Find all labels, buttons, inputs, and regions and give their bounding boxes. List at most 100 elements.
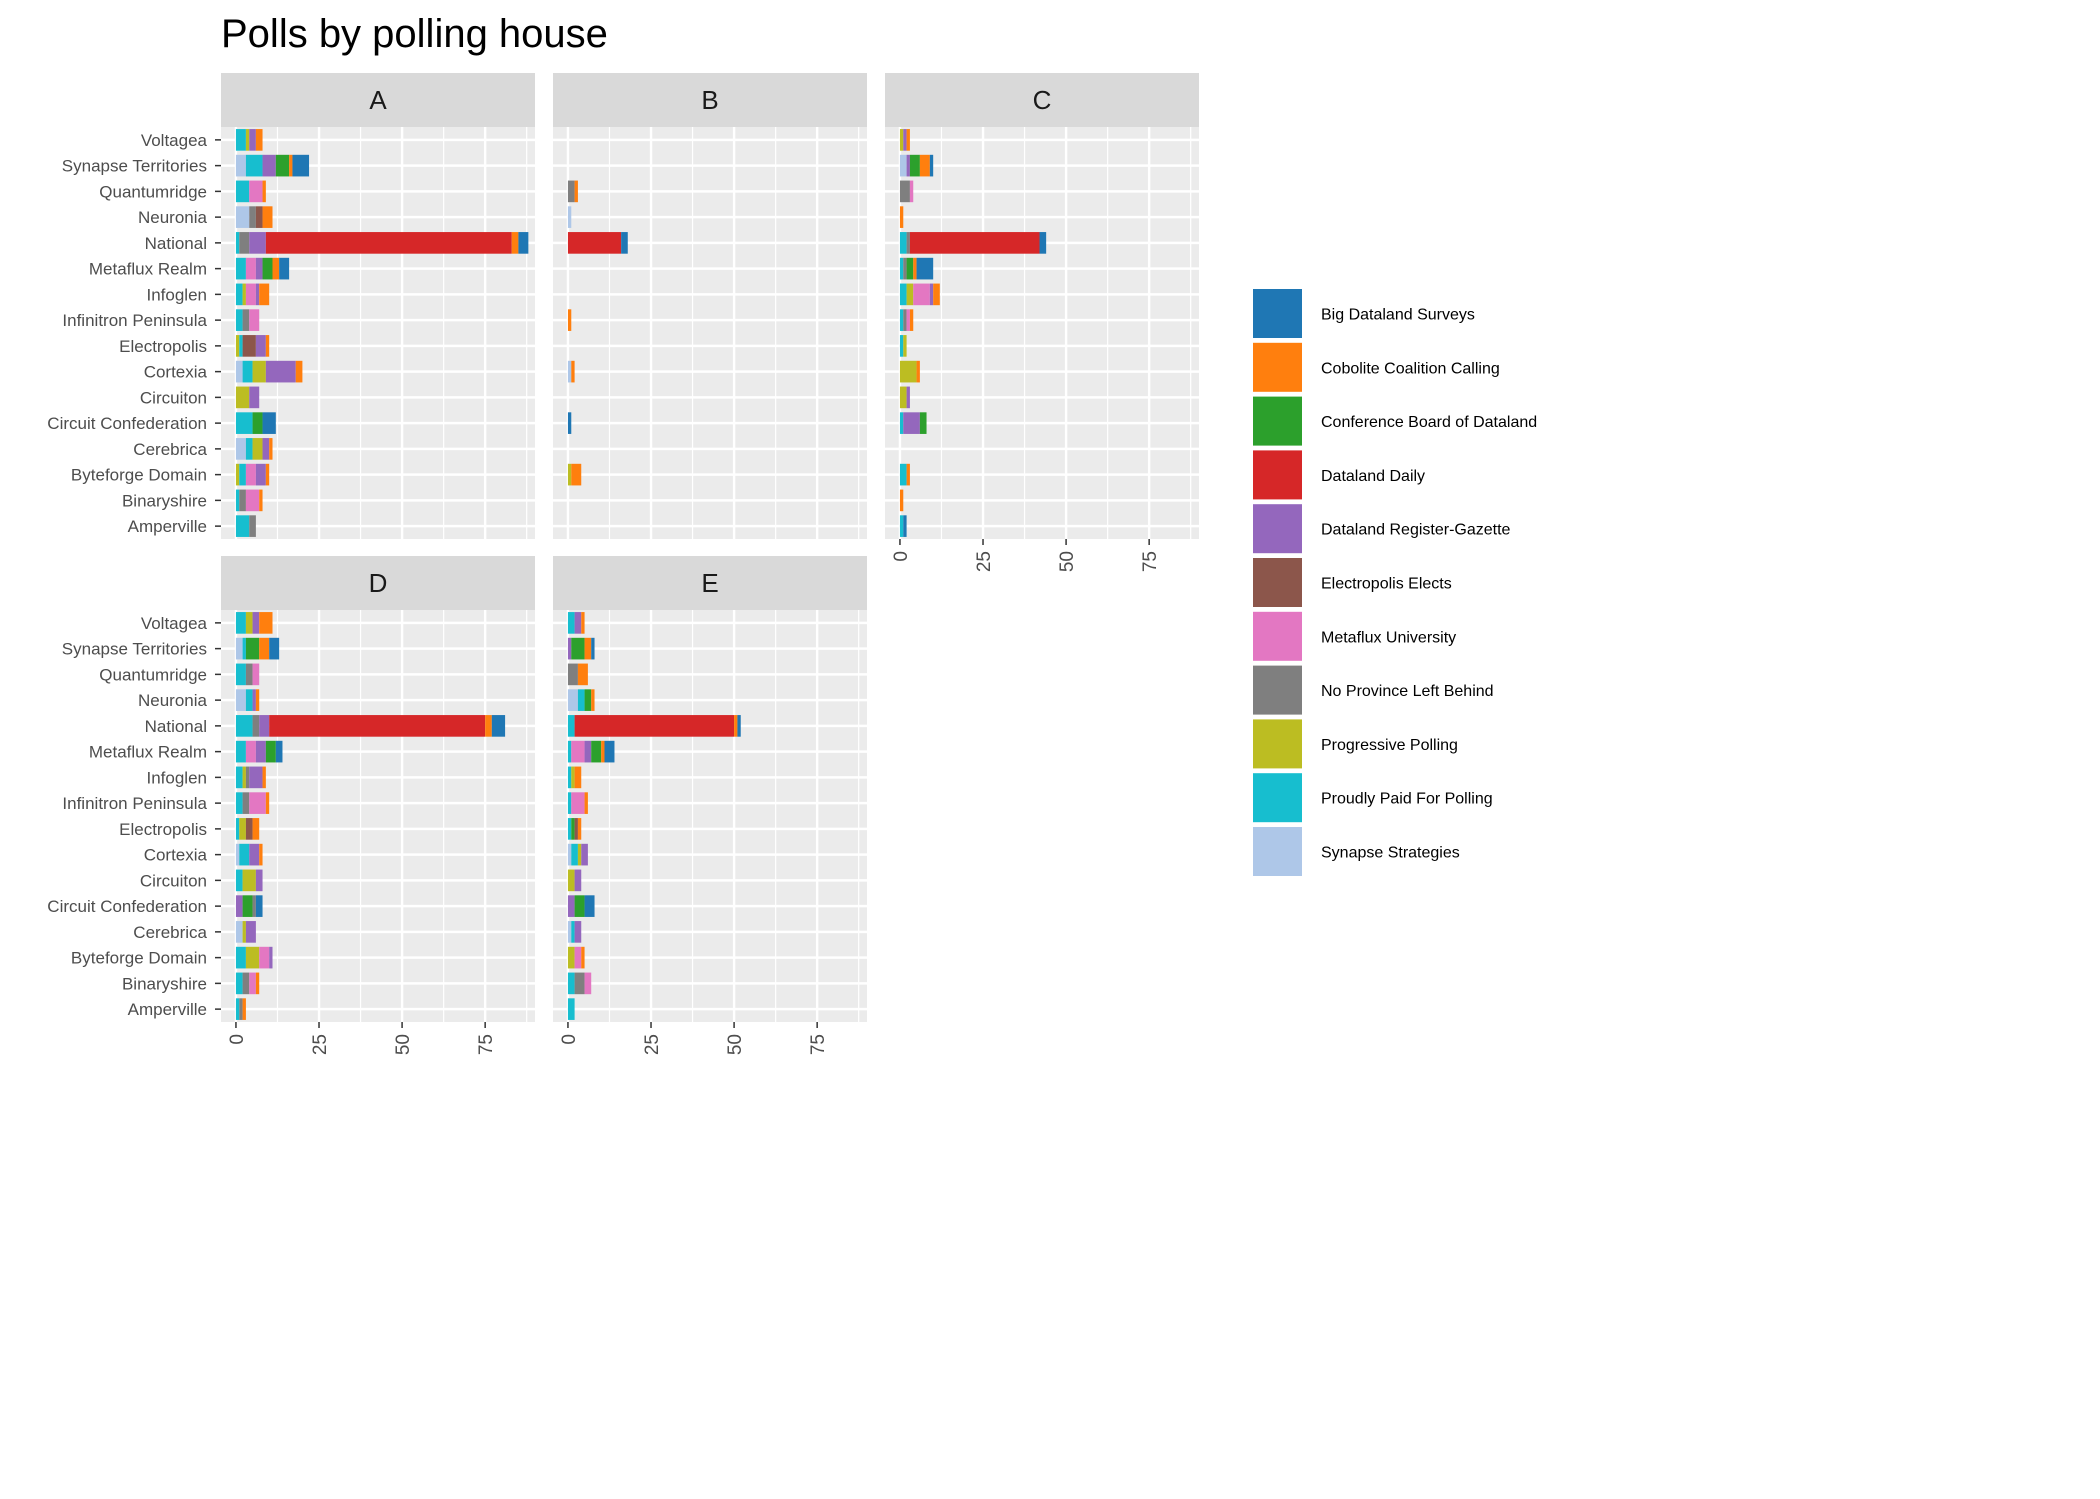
bar-segment (275, 154, 290, 177)
bar-segment (252, 895, 256, 917)
facet-strip (553, 73, 867, 127)
y-tick-label: Voltagea (141, 614, 208, 633)
bar-segment (913, 283, 930, 306)
bar-segment (242, 869, 256, 892)
legend-key (1253, 827, 1302, 876)
legend-label: Synapse Strategies (1321, 845, 1460, 862)
bar-segment (899, 129, 904, 151)
bar-segment (295, 360, 303, 383)
facet-strip-label: A (369, 85, 387, 115)
bar-segment (235, 998, 240, 1020)
legend-key (1253, 611, 1302, 661)
bar-segment (239, 998, 243, 1020)
y-tick-label: Binaryshire (122, 974, 207, 993)
bar-segment (255, 283, 260, 306)
bar-segment (235, 412, 253, 434)
legend-key (1253, 450, 1302, 500)
bar-segment (567, 792, 572, 814)
bar-segment (252, 818, 260, 840)
bar-segment (239, 232, 250, 254)
legend-key (1253, 504, 1302, 554)
bar-segment (567, 972, 575, 995)
bar-segment (899, 412, 904, 434)
bar-segment (262, 180, 266, 203)
bar-segment (252, 689, 256, 711)
bar-segment (239, 463, 246, 486)
bar-segment (235, 740, 246, 763)
bar-segment (491, 715, 506, 737)
bar-segment (259, 843, 263, 866)
bar-segment (567, 818, 572, 840)
bar-segment (909, 232, 1040, 254)
y-tick-label: Cerebrica (133, 923, 207, 942)
y-tick-label: Electropolis (119, 820, 207, 839)
bar-segment (485, 715, 492, 737)
bar-segment (899, 335, 904, 357)
bar-segment (929, 283, 934, 306)
bar-segment (249, 843, 260, 866)
bar-segment (584, 895, 595, 917)
bar-segment (245, 489, 260, 512)
y-tick-label: Circuiton (140, 871, 207, 890)
bar-segment (567, 232, 622, 254)
bar-segment (621, 232, 628, 254)
bar-segment (899, 360, 917, 383)
bar-segment (242, 335, 256, 357)
bar-segment (567, 637, 572, 660)
y-tick-label: Cortexia (144, 363, 208, 382)
legend-label: No Province Left Behind (1321, 683, 1494, 700)
bar-segment (737, 715, 741, 737)
bar-segment (245, 766, 250, 789)
y-tick-label: Metaflux Realm (89, 260, 207, 279)
bar-segment (242, 972, 250, 995)
bar-segment (584, 792, 588, 814)
bar-segment (249, 386, 260, 409)
bar-segment (567, 740, 572, 763)
bar-segment (899, 283, 907, 306)
bar-segment (272, 257, 280, 280)
panel-background (553, 610, 867, 1022)
bar-segment (235, 869, 243, 892)
bar-segment (567, 998, 575, 1020)
bar-segment (574, 612, 582, 634)
bar-segment (601, 740, 605, 763)
y-tick-label: Synapse Territories (62, 640, 207, 659)
facet-panel-e: E 0 25 50 75 (553, 556, 867, 1055)
bar-segment (567, 309, 572, 331)
bar-segment (239, 843, 250, 866)
bar-segment (269, 946, 273, 969)
y-tick-label: Voltagea (141, 131, 208, 150)
legend-item-synapse-strategies: Synapse Strategies (1253, 827, 1460, 876)
bar-segment (574, 946, 582, 969)
bar-segment (252, 612, 260, 634)
bar-segment (249, 792, 266, 814)
bar-segment (906, 283, 914, 306)
legend-key (1253, 342, 1302, 392)
legend-key (1253, 773, 1302, 823)
bar-segment (252, 412, 263, 434)
legend-label: Metaflux University (1321, 629, 1456, 646)
bar-segment (269, 715, 486, 737)
bar-segment (909, 309, 914, 331)
x-tick-label: 0 (891, 551, 912, 562)
bar-segment (235, 283, 243, 306)
bar-segment (899, 309, 904, 331)
bar-segment (235, 895, 243, 917)
y-tick-label: Cortexia (144, 846, 208, 865)
bar-segment (584, 740, 592, 763)
y-tick-label: Quantumridge (99, 665, 207, 684)
legend-item-proudly-paid-for-polling: Proudly Paid For Polling (1253, 773, 1493, 823)
bar-segment (567, 463, 572, 486)
y-tick-label: Infinitron Peninsula (62, 311, 207, 330)
bar-segment (235, 715, 253, 737)
bar-segment (245, 637, 260, 660)
bar-segment (242, 283, 246, 306)
bar-segment (235, 972, 243, 995)
facet-strip-label: B (701, 85, 718, 115)
x-tick-label: 50 (725, 1034, 746, 1055)
legend-key (1253, 289, 1302, 338)
bar-segment (235, 921, 243, 943)
legend-label: Proudly Paid For Polling (1321, 791, 1493, 808)
bar-segment (906, 232, 910, 254)
bar-segment (255, 895, 263, 917)
